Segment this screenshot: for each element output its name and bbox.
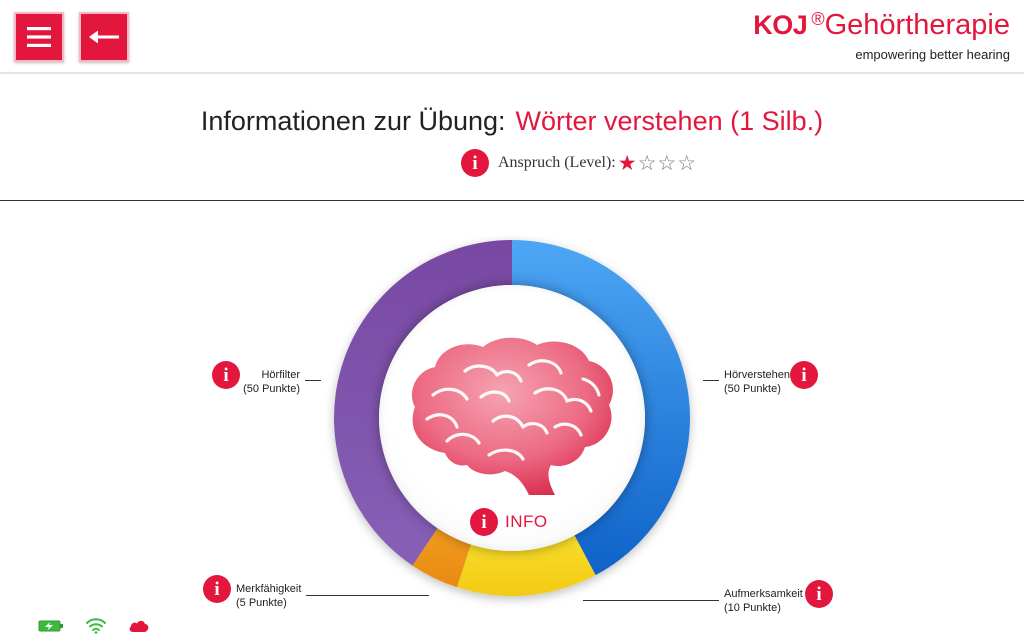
brand-logo: KOJ ® Gehörtherapie empowering better he…: [753, 8, 1010, 62]
leader-line-aufmerksamkeit: [583, 600, 719, 601]
level-info-icon[interactable]: i: [461, 149, 489, 177]
label-aufmerksamkeit-points: (10 Punkte): [724, 602, 781, 614]
merkfaehigkeit-info-icon[interactable]: i: [203, 575, 231, 603]
wifi-icon: [86, 618, 106, 634]
level-star: ☆: [657, 151, 677, 175]
info-icon: i: [470, 508, 498, 536]
level-label: Anspruch (Level):: [498, 154, 616, 171]
segment-aufmerksamkeit[interactable]: [456, 535, 596, 596]
segment-hoerfilter[interactable]: [334, 240, 512, 566]
cloud-icon: [128, 619, 150, 633]
brain-icon: [411, 337, 613, 495]
exercise-title: Informationen zur Übung: Wörter verstehen…: [0, 102, 1024, 140]
label-merkfaehigkeit: Merkfähigkeit (5 Punkte): [236, 582, 301, 610]
hamburger-icon: [27, 27, 51, 47]
battery-charging-icon: [38, 619, 64, 633]
brand-name: Gehörtherapie: [824, 9, 1010, 41]
label-hoerverstehen-points: (50 Punkte): [724, 383, 781, 395]
brand-koj: KOJ: [753, 10, 808, 40]
label-hoerverstehen: Hörverstehen (50 Punkte): [724, 368, 790, 396]
level-star: ☆: [677, 151, 697, 175]
level-stars: ★ ☆ ☆ ☆: [618, 153, 697, 174]
leader-line-hoerverstehen: [703, 380, 719, 381]
label-merkfaehigkeit-points: (5 Punkte): [236, 597, 287, 609]
label-aufmerksamkeit-name: Aufmerksamkeit: [724, 588, 803, 600]
menu-button[interactable]: [14, 12, 64, 62]
level-star: ★: [617, 151, 637, 175]
back-button[interactable]: [79, 12, 129, 62]
brand-tagline: empowering better hearing: [855, 47, 1010, 62]
section-divider: [0, 200, 1024, 201]
info-button-label: INFO: [505, 512, 548, 531]
segment-hoerverstehen[interactable]: [512, 240, 690, 576]
label-hoerfilter-name: Hörfilter: [261, 369, 300, 381]
category-ring: [334, 240, 690, 596]
exercise-name: Wörter verstehen (1 Silb.): [515, 106, 824, 136]
leader-line-merkfaehigkeit: [306, 595, 429, 596]
label-aufmerksamkeit: Aufmerksamkeit (10 Punkte): [724, 587, 803, 615]
label-merkfaehigkeit-name: Merkfähigkeit: [236, 583, 302, 595]
level-row: i Anspruch (Level): ★ ☆ ☆ ☆: [461, 149, 697, 177]
app-header: KOJ ® Gehörtherapie empowering better he…: [0, 0, 1024, 74]
exercise-title-label: Informationen zur Übung:: [200, 106, 506, 136]
hoerverstehen-info-icon[interactable]: i: [790, 361, 818, 389]
info-button[interactable]: i INFO: [470, 508, 548, 536]
level-star: ☆: [637, 151, 657, 175]
aufmerksamkeit-info-icon[interactable]: i: [805, 580, 833, 608]
brand-registered: ®: [811, 9, 825, 29]
leader-line-hoerfilter: [305, 380, 321, 381]
segment-merkfaehigkeit[interactable]: [412, 528, 471, 588]
label-hoerverstehen-name: Hörverstehen: [724, 369, 791, 381]
label-hoerfilter-points: (50 Punkte): [243, 383, 300, 395]
label-hoerfilter: Hörfilter (50 Punkte): [240, 368, 300, 396]
hoerfilter-info-icon[interactable]: i: [212, 361, 240, 389]
status-bar: [38, 618, 172, 634]
arrow-left-icon: [89, 30, 119, 44]
